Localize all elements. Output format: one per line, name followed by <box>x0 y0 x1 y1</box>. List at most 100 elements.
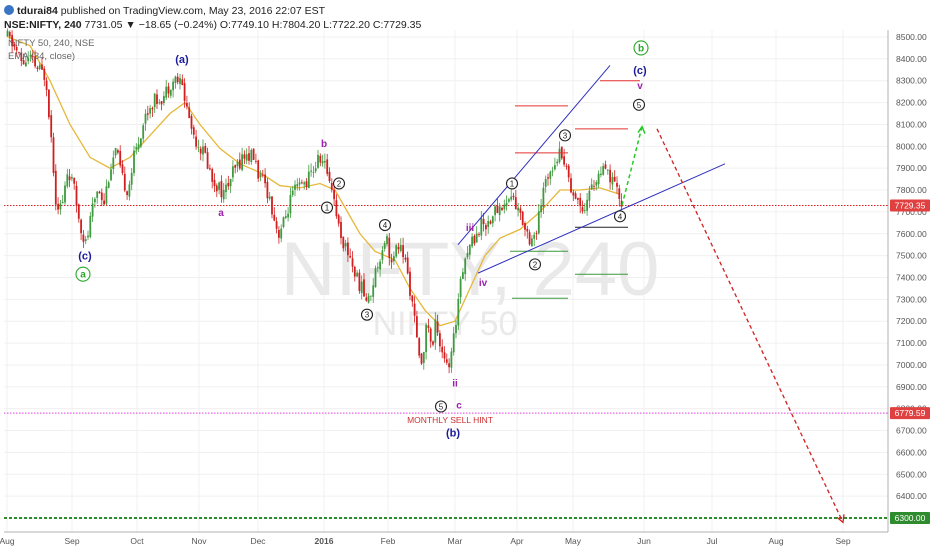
candle-body <box>110 169 112 181</box>
candle-body <box>517 207 519 211</box>
candle-body <box>572 192 575 196</box>
candle-body <box>186 102 188 107</box>
candle-body <box>22 60 25 65</box>
candle-body <box>595 182 598 186</box>
wave-label: 1 <box>325 204 330 213</box>
candle-body <box>342 236 345 249</box>
close-value: C:7729.35 <box>372 19 422 31</box>
watermark-symbol: NIFTY, 240 <box>281 227 660 312</box>
legend-ema[interactable]: EMA (34, close) <box>8 51 76 62</box>
candle-body <box>218 182 220 190</box>
candle-body <box>422 352 425 363</box>
candles <box>6 28 623 374</box>
candle-body <box>202 146 204 155</box>
wave-label: 5 <box>637 101 642 110</box>
candle-body <box>48 89 50 118</box>
price-tick-label: 8500.00 <box>896 32 927 42</box>
candle-body <box>588 190 591 201</box>
candle-body <box>153 93 156 108</box>
candle-body <box>496 205 499 213</box>
candle-body <box>363 279 365 297</box>
candle-body <box>165 86 168 98</box>
legend-symbol: NIFTY 50, 240, NSE <box>8 38 95 49</box>
symbol-label[interactable]: NSE:NIFTY, 240 <box>4 19 82 31</box>
candle-body <box>167 86 170 94</box>
candle-body <box>439 333 441 347</box>
author-name[interactable]: tdurai84 <box>17 5 58 17</box>
candle-body <box>558 148 561 163</box>
candle-body <box>96 191 99 198</box>
candle-body <box>340 222 342 238</box>
candle-body <box>418 338 421 356</box>
candle-body <box>73 177 76 184</box>
grid <box>4 30 888 532</box>
candle-body <box>266 181 269 199</box>
candle-body <box>508 199 510 202</box>
candle-body <box>172 81 174 91</box>
wave-label: 3 <box>365 311 370 320</box>
time-tick-label: Oct <box>130 536 144 546</box>
candle-body <box>227 183 230 187</box>
candle-body <box>583 210 586 211</box>
candle-body <box>475 233 478 243</box>
price-tick-label: 7200.00 <box>896 316 927 326</box>
candle-body <box>15 47 18 51</box>
candle-body <box>374 268 377 288</box>
wave-label-circle <box>378 218 392 232</box>
candle-body <box>199 148 202 154</box>
price-tick-label: 7500.00 <box>896 251 927 261</box>
candle-body <box>436 321 439 333</box>
candle-body <box>452 333 455 353</box>
candle-body <box>501 207 503 211</box>
candle-body <box>278 230 280 238</box>
published-text: published on TradingView.com, May 23, 20… <box>60 5 326 17</box>
time-tick-label: Jun <box>637 536 651 546</box>
candle-body <box>87 235 89 238</box>
candle-body <box>112 157 115 169</box>
price-tick-label: 6700.00 <box>896 426 927 436</box>
sell-hint-label: MONTHLY SELL HINT <box>407 415 493 425</box>
wave-label-circle <box>360 308 374 321</box>
candle-body <box>402 245 404 257</box>
open-value: O:7749.10 <box>219 19 269 31</box>
candle-body <box>526 228 529 232</box>
candle-body <box>255 161 257 162</box>
candle-body <box>367 295 370 303</box>
candle-body <box>252 148 255 160</box>
time-axis[interactable]: Aug Sep Oct Nov Dec 2016 Feb Mar Apr May Jun Jul Aug… <box>0 531 888 546</box>
candle-body <box>31 56 34 57</box>
high-value: H:7804.20 <box>271 19 321 31</box>
candle-body <box>123 173 126 191</box>
price-axis[interactable]: 8500.00 8400.00 8300.00 8200.00 8100.00 8000.… <box>887 30 927 532</box>
projection-up-arrowhead <box>637 125 646 134</box>
candle-body <box>462 272 464 279</box>
candle-body <box>464 258 467 275</box>
price-tick-label: 7600.00 <box>896 229 927 239</box>
price-tick-label: 7300.00 <box>896 294 927 304</box>
candle-body <box>537 211 540 234</box>
candle-body <box>498 206 501 215</box>
candle-body <box>485 225 487 230</box>
candle-body <box>206 152 209 169</box>
candle-body <box>356 272 358 277</box>
price-tags: 7729.35 6779.59 6300.00 <box>890 199 930 524</box>
candle-body <box>409 271 411 296</box>
candle-body <box>169 89 172 96</box>
candle-body <box>388 237 391 258</box>
candle-body <box>100 192 103 201</box>
candle-body <box>117 150 119 153</box>
candle-body <box>11 35 13 47</box>
time-tick-label: Feb <box>381 536 396 546</box>
candle-body <box>121 164 124 173</box>
candle-body <box>27 57 30 62</box>
candle-body <box>445 359 448 363</box>
wave-label-circle <box>528 258 542 271</box>
candle-body <box>287 213 289 218</box>
candle-body <box>303 182 306 185</box>
wave-label: (a) <box>175 54 189 66</box>
price-tick-label: 6400.00 <box>896 491 927 501</box>
candle-body <box>563 156 565 165</box>
